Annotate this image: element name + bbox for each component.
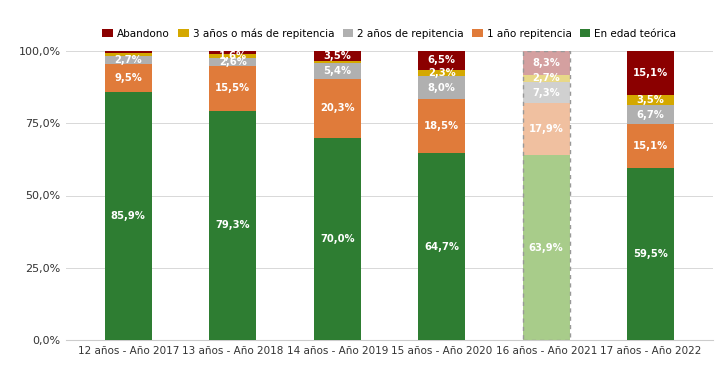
Bar [523, 51, 570, 340]
Bar [314, 63, 361, 79]
Bar [105, 64, 151, 91]
Text: 8,0%: 8,0% [428, 83, 456, 93]
Text: 15,5%: 15,5% [215, 83, 250, 93]
Bar [105, 54, 151, 56]
Text: 9,5%: 9,5% [114, 73, 142, 83]
Text: 7,3%: 7,3% [532, 88, 560, 98]
Bar [314, 50, 361, 61]
Bar [209, 58, 256, 66]
Text: 6,5%: 6,5% [428, 55, 456, 65]
Text: 85,9%: 85,9% [111, 211, 146, 221]
Text: 5,4%: 5,4% [323, 66, 352, 76]
Text: 15,1%: 15,1% [633, 141, 668, 151]
Bar [105, 56, 151, 64]
Bar [523, 104, 570, 155]
Text: 70,0%: 70,0% [320, 234, 355, 244]
Bar [209, 54, 256, 58]
Bar [209, 66, 256, 111]
Text: 2,3%: 2,3% [428, 68, 456, 78]
Text: 59,5%: 59,5% [633, 249, 668, 259]
Text: 64,7%: 64,7% [424, 242, 459, 251]
Bar [418, 99, 465, 153]
Bar [523, 75, 570, 83]
Text: 2,7%: 2,7% [114, 55, 142, 65]
Text: 20,3%: 20,3% [320, 103, 355, 113]
Bar [418, 51, 465, 70]
Bar [418, 70, 465, 76]
Bar [314, 138, 361, 340]
Bar [523, 155, 570, 340]
Text: 2,6%: 2,6% [219, 57, 247, 67]
Text: 15,1%: 15,1% [633, 68, 668, 78]
Bar [105, 50, 151, 54]
Text: 63,9%: 63,9% [529, 243, 563, 253]
Text: 2,7%: 2,7% [532, 74, 560, 83]
Text: 3,5%: 3,5% [323, 50, 351, 61]
Bar [418, 153, 465, 340]
Legend: Abandono, 3 años o más de repitencia, 2 años de repitencia, 1 año repitencia, En: Abandono, 3 años o más de repitencia, 2 … [98, 24, 681, 43]
Bar [209, 51, 256, 54]
Text: 17,9%: 17,9% [529, 124, 563, 135]
Bar [628, 124, 674, 168]
Text: 6,7%: 6,7% [637, 109, 665, 120]
Text: 18,5%: 18,5% [424, 121, 459, 131]
Text: 8,3%: 8,3% [532, 57, 560, 68]
Text: 3,5%: 3,5% [637, 95, 665, 105]
Text: 79,3%: 79,3% [215, 221, 250, 230]
Bar [314, 61, 361, 63]
Bar [209, 111, 256, 340]
Bar [523, 50, 570, 75]
Bar [523, 83, 570, 104]
Text: 1,6%: 1,6% [218, 51, 247, 61]
Bar [628, 168, 674, 340]
Bar [628, 105, 674, 124]
Bar [628, 95, 674, 105]
Bar [418, 76, 465, 99]
Bar [105, 91, 151, 340]
Bar [314, 79, 361, 138]
Bar [628, 51, 674, 95]
